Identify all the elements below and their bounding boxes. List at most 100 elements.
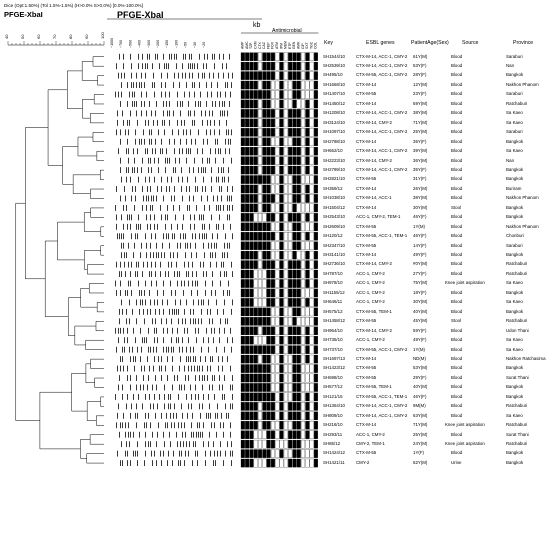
ast-cell — [258, 118, 263, 128]
gel-band — [131, 403, 132, 410]
isolate-key: SH575/12 — [323, 308, 343, 314]
ast-cell — [309, 279, 314, 288]
ast-cell — [279, 250, 284, 260]
ast-cell — [266, 430, 271, 439]
ast-cell — [245, 165, 250, 175]
ast-cell — [253, 241, 258, 250]
gel-band — [127, 138, 128, 145]
gel-band — [130, 412, 131, 419]
ast-cell — [240, 118, 245, 128]
gel-band — [154, 157, 155, 164]
gel-band — [170, 252, 171, 259]
gel-band — [125, 450, 126, 457]
ast-cell — [258, 288, 263, 298]
ast-cell — [258, 383, 263, 392]
table-row: SH1668/10 CTX-M-14 12Y(M) Blood Nakhon Phano… — [0, 80, 550, 89]
gel-band — [190, 148, 191, 155]
ast-cell — [240, 184, 245, 194]
gel-band — [115, 394, 116, 400]
isolate-key: SH1450/12 — [323, 100, 345, 106]
ast-cell — [279, 364, 284, 373]
ast-cell — [301, 449, 306, 458]
ast-cell — [262, 373, 267, 383]
ast-cell — [270, 269, 275, 279]
esbl-genes: CTX-M-55, ACC-1, CMY-2 — [356, 72, 408, 78]
gel-band — [147, 261, 148, 268]
gel-band — [121, 242, 122, 249]
gel-band — [173, 167, 174, 174]
gel-band — [188, 148, 189, 155]
gel-band — [186, 157, 187, 164]
gel-band — [150, 223, 151, 230]
gel-band — [188, 337, 189, 344]
gel-band — [226, 119, 227, 126]
gel-band — [182, 346, 183, 353]
scale-tick-label: 100 — [100, 32, 105, 39]
ast-cell — [279, 232, 284, 241]
ast-cell — [240, 373, 245, 383]
ast-cell — [301, 364, 306, 373]
ast-cell — [296, 241, 301, 250]
gel-band — [196, 271, 197, 277]
gel-band — [223, 460, 224, 466]
gel-band — [151, 280, 152, 287]
gel-band — [184, 365, 185, 372]
ast-cell — [309, 288, 314, 298]
ast-cell — [270, 335, 275, 345]
ast-cell — [296, 61, 301, 71]
gel-band — [194, 119, 195, 126]
gel-band — [184, 308, 185, 315]
ast-cell — [266, 128, 271, 137]
patient-age-sex: 9M(M) — [413, 403, 426, 409]
province: Nan — [506, 63, 515, 69]
gel-band — [219, 375, 220, 381]
gel-band — [122, 110, 123, 117]
gel-band — [136, 318, 137, 325]
gel-band — [192, 412, 193, 419]
isolate-key: SH2347/10 — [323, 242, 345, 248]
gel-band — [142, 157, 143, 164]
gel-band — [211, 186, 212, 192]
gel-band — [169, 101, 170, 107]
gel-band — [188, 375, 189, 381]
gel-band — [223, 422, 224, 429]
ast-cell — [301, 61, 306, 71]
ast-cell — [283, 71, 288, 80]
ast-cell — [301, 118, 306, 128]
ast-cell — [275, 269, 280, 279]
gel-band — [184, 119, 185, 126]
ast-cell — [313, 90, 318, 99]
isolate-key: SH1364/10 — [323, 403, 345, 409]
antimicrobial-column-label: GEN — [292, 41, 296, 49]
gel-band — [138, 53, 139, 60]
isolate-key: SH737/10 — [323, 346, 343, 352]
gel-band — [202, 157, 203, 164]
gel-band — [188, 271, 189, 277]
ast-cell — [313, 128, 318, 137]
ast-cell — [249, 411, 254, 421]
ast-cell — [292, 402, 297, 411]
specimen-source: Blood — [451, 431, 463, 437]
ast-cell — [275, 430, 280, 439]
gel-band — [164, 403, 165, 410]
ast-cell — [283, 165, 288, 175]
patient-age-sex: #0Y(M) — [413, 261, 428, 267]
ast-cell — [283, 184, 288, 194]
gel-band — [228, 138, 229, 145]
gel-band — [231, 308, 232, 315]
gel-band — [168, 261, 169, 268]
ast-cell — [292, 364, 297, 373]
gel-band — [119, 375, 120, 381]
ast-cell — [305, 345, 310, 354]
gel-band — [209, 431, 210, 438]
ast-cell — [309, 137, 314, 147]
gel-band — [197, 365, 198, 372]
gel-band — [145, 176, 146, 183]
ast-cell — [245, 288, 250, 298]
ast-cell — [270, 71, 275, 80]
esbl-genes: CTX-M-14, ACC-1 — [356, 195, 392, 201]
ast-cell — [309, 61, 314, 71]
ast-cell — [262, 307, 267, 317]
patient-age-sex: 30Y(M) — [413, 204, 428, 210]
ast-cell — [301, 279, 306, 288]
